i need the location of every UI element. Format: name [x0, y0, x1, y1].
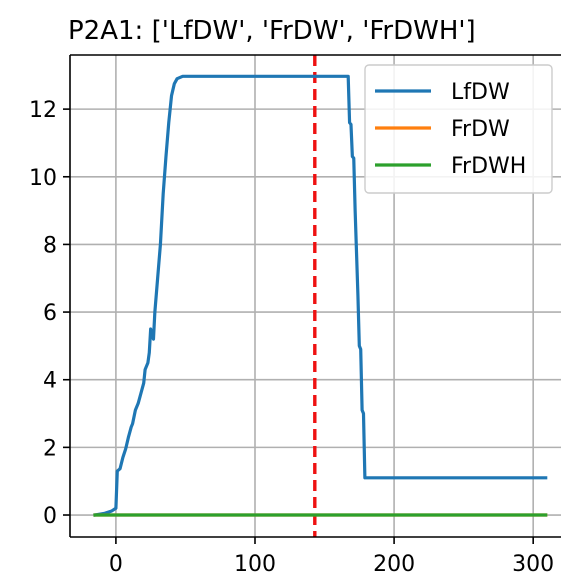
- legend-label-lfdw: LfDW: [451, 80, 510, 105]
- y-tick-label: 6: [43, 301, 57, 326]
- legend-label-frdw: FrDW: [451, 117, 510, 142]
- axes: [69, 54, 561, 538]
- y-tick-label: 2: [43, 436, 57, 461]
- legend-label-frdwh: FrDWH: [451, 154, 526, 179]
- x-tick-label: 100: [234, 552, 276, 577]
- tick-labels: 0 100 200 300 0 2 4 6 8 10 12: [29, 98, 554, 577]
- y-tick-label: 8: [43, 233, 57, 258]
- x-tick-label: 0: [109, 552, 123, 577]
- chart-title: P2A1: ['LfDW', 'FrDW', 'FrDWH']: [68, 16, 476, 46]
- y-tick-label: 10: [29, 166, 57, 191]
- y-tick-label: 12: [29, 98, 57, 123]
- legend: LfDW FrDW FrDWH: [364, 64, 553, 194]
- series-layer: [93, 74, 548, 517]
- y-tick-label: 0: [43, 504, 57, 529]
- x-tick-label: 300: [512, 552, 554, 577]
- x-tick-label: 200: [373, 552, 415, 577]
- series-line-lfdw: [93, 74, 548, 517]
- y-tick-label: 4: [43, 369, 57, 394]
- legend-box: [364, 64, 553, 194]
